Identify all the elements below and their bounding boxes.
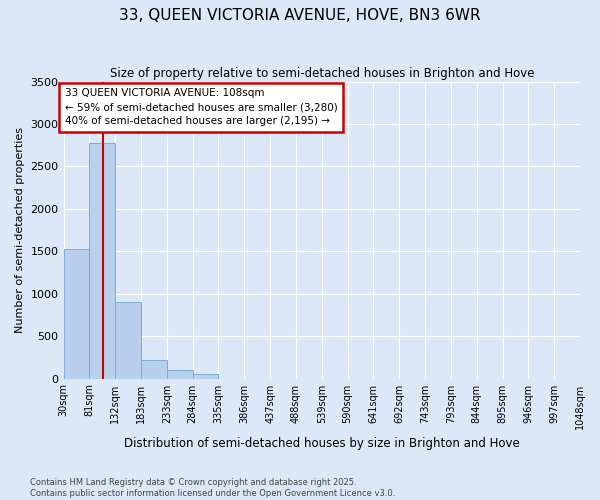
Text: 33 QUEEN VICTORIA AVENUE: 108sqm
← 59% of semi-detached houses are smaller (3,28: 33 QUEEN VICTORIA AVENUE: 108sqm ← 59% o… (65, 88, 337, 126)
Bar (89, 142, 115, 378)
Title: Size of property relative to semi-detached houses in Brighton and Hove: Size of property relative to semi-detach… (110, 68, 534, 80)
Bar (64, 249, 89, 378)
Text: 33, QUEEN VICTORIA AVENUE, HOVE, BN3 6WR: 33, QUEEN VICTORIA AVENUE, HOVE, BN3 6WR (119, 8, 481, 22)
Y-axis label: Number of semi-detached properties: Number of semi-detached properties (15, 127, 25, 333)
Bar (141, 360, 167, 378)
X-axis label: Distribution of semi-detached houses by size in Brighton and Hove: Distribution of semi-detached houses by … (124, 437, 520, 450)
Bar (193, 374, 218, 378)
Text: Contains HM Land Registry data © Crown copyright and database right 2025.
Contai: Contains HM Land Registry data © Crown c… (30, 478, 395, 498)
Bar (115, 302, 141, 378)
Bar (167, 370, 193, 378)
